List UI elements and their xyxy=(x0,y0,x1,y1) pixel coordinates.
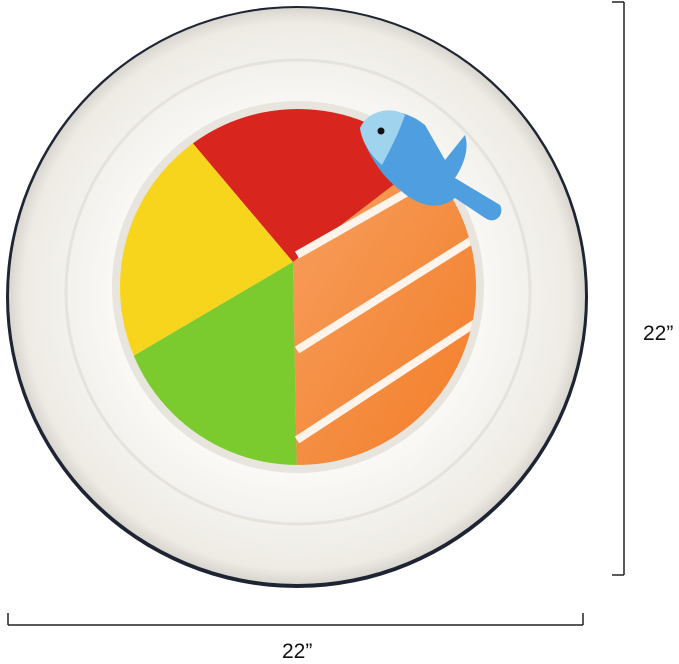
fish-toy xyxy=(360,110,502,221)
height-label: 22” xyxy=(643,322,674,345)
yellow-segment xyxy=(120,140,293,370)
salmon-stripes xyxy=(294,181,476,444)
width-label: 22” xyxy=(282,640,313,663)
